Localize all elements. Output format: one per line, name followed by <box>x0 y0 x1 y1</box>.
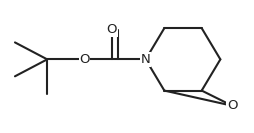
Text: O: O <box>227 99 237 112</box>
Text: O: O <box>79 53 90 66</box>
Text: O: O <box>106 23 117 36</box>
Text: N: N <box>141 53 151 66</box>
